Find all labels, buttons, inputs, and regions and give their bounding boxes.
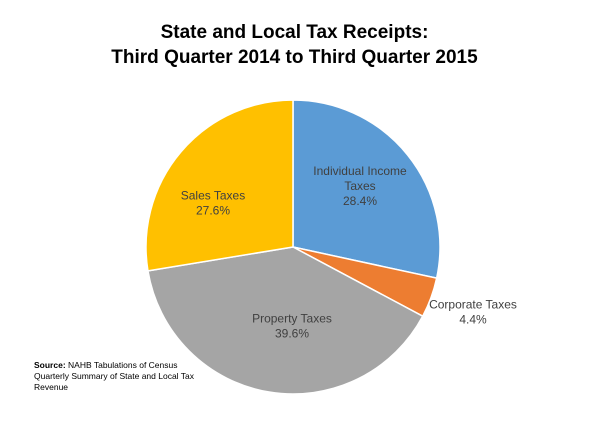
chart-title-line-1: State and Local Tax Receipts: bbox=[160, 22, 429, 43]
pie-slice-individual-income-taxes bbox=[292, 99, 441, 279]
pie-slice-property-taxes bbox=[147, 246, 424, 395]
data-label-property-taxes: Property Taxes 39.6% bbox=[252, 312, 332, 341]
source-label: Source: bbox=[34, 360, 66, 370]
data-label-corporate-taxes: Corporate Taxes 4.4% bbox=[429, 298, 517, 327]
chart-title: State and Local Tax Receipts: Third Quar… bbox=[0, 20, 589, 70]
data-label-sales-taxes: Sales Taxes 27.6% bbox=[181, 189, 245, 218]
source-note: Source: NAHB Tabulations of Census Quart… bbox=[34, 360, 194, 393]
chart-title-line-2: Third Quarter 2014 to Third Quarter 2015 bbox=[111, 47, 478, 68]
pie-slice-sales-taxes bbox=[145, 99, 294, 272]
data-label-individual-income-taxes: Individual Income Taxes 28.4% bbox=[313, 164, 407, 208]
source-text: NAHB Tabulations of Census Quarterly Sum… bbox=[34, 360, 195, 392]
